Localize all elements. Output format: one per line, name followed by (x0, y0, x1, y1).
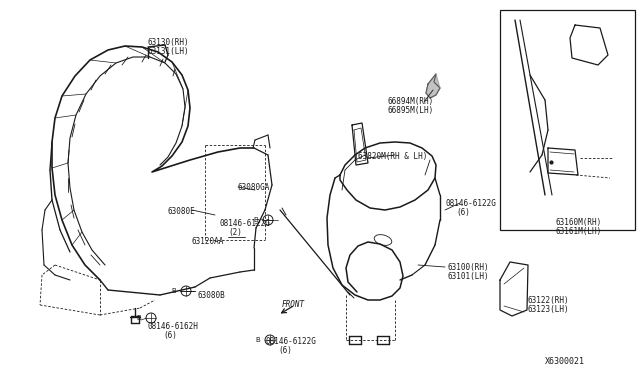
Text: 08146-6122G: 08146-6122G (265, 337, 316, 346)
Text: 63101(LH): 63101(LH) (447, 272, 488, 281)
Text: 63120AA: 63120AA (192, 237, 225, 246)
Text: X6300021: X6300021 (545, 357, 585, 366)
Text: (6): (6) (278, 346, 292, 355)
Bar (500, 10, 635, 230)
Text: FRONT: FRONT (282, 300, 305, 309)
Text: 63100(RH): 63100(RH) (447, 263, 488, 272)
Text: 08146-6162H: 08146-6162H (148, 322, 199, 331)
Text: 63130(RH): 63130(RH) (148, 38, 189, 47)
Text: 63122(RH): 63122(RH) (527, 296, 568, 305)
Text: 63160M(RH): 63160M(RH) (555, 218, 601, 227)
Text: 63123(LH): 63123(LH) (527, 305, 568, 314)
Text: 63080B: 63080B (197, 291, 225, 300)
Text: (6): (6) (163, 331, 177, 340)
Text: (6): (6) (456, 208, 470, 217)
Text: 63080GA: 63080GA (238, 183, 270, 192)
Text: 63131(LH): 63131(LH) (148, 47, 189, 56)
Text: 08146-6122G: 08146-6122G (446, 199, 497, 208)
Text: B: B (136, 315, 141, 321)
Text: B: B (253, 217, 258, 223)
Text: 63161M(LH): 63161M(LH) (555, 227, 601, 236)
Text: B: B (172, 288, 176, 294)
Text: 63820M(RH & LH): 63820M(RH & LH) (358, 152, 428, 161)
Text: 66895M(LH): 66895M(LH) (388, 106, 435, 115)
Text: 08146-6122G: 08146-6122G (219, 219, 270, 228)
Text: 66894M(RH): 66894M(RH) (388, 97, 435, 106)
Text: 63080E: 63080E (168, 207, 196, 216)
Polygon shape (426, 74, 440, 98)
Text: B: B (255, 337, 260, 343)
Text: (2): (2) (228, 228, 242, 237)
